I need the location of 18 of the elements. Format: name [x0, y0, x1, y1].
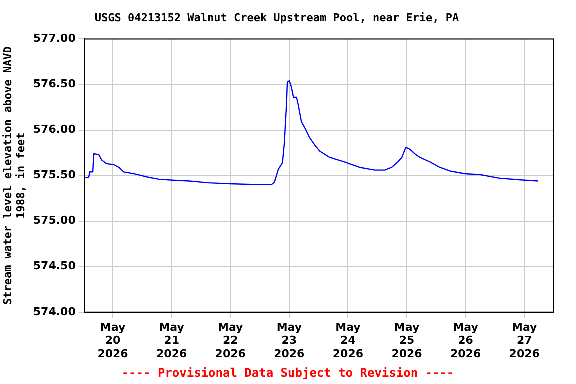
x-tick-label: May 21 2026 — [156, 320, 188, 360]
y-tick-label: 574.00 — [33, 305, 76, 318]
x-tick-label: May 26 2026 — [450, 320, 482, 360]
y-tick-label: 575.00 — [33, 214, 76, 228]
x-tick-label: May 27 2026 — [509, 320, 540, 360]
y-axis-title: Stream water level elevation above NAVD 1988, in feet — [1, 46, 28, 305]
y-tick-label: 575.50 — [33, 168, 76, 182]
x-tick-label: May 24 2026 — [332, 320, 364, 360]
x-tick-label: May 23 2026 — [274, 320, 306, 360]
y-tick-label: 576.00 — [33, 123, 76, 136]
y-tick-label: 576.50 — [33, 78, 76, 91]
text: ---- Provisional Data Subject to Revision ---- — [120, 366, 456, 380]
y-tick-label: 577.00 — [33, 32, 76, 46]
x-tick-label: May 20 2026 — [98, 320, 129, 360]
x-tick-label: May 22 2026 — [215, 320, 246, 360]
chart-title: USGS 04213152 Walnut Creek Upstream Pool, near Erie, PA — [94, 11, 460, 24]
y-tick-label: 574.50 — [33, 260, 76, 273]
x-tick-label: May 25 2026 — [392, 320, 423, 360]
